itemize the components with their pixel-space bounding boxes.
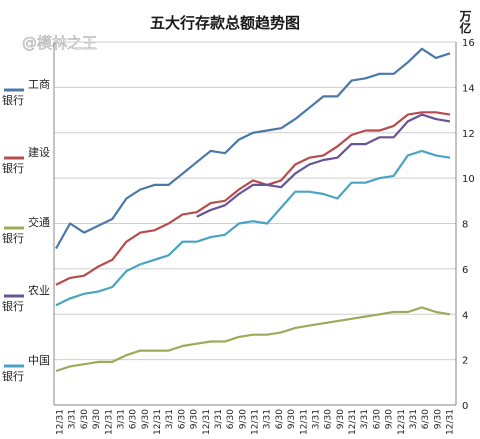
x-tick-label: 3/31: [360, 409, 370, 429]
y-tick-label: 10: [462, 174, 475, 185]
y-axis-label: 万亿: [458, 10, 472, 35]
x-tick-label: 6/30: [226, 409, 236, 429]
legend-label: 交通: [28, 215, 50, 229]
x-tick-label: 12/31: [446, 409, 456, 435]
x-tick-label: 3/31: [214, 409, 224, 429]
x-tick-label: 9/30: [141, 409, 151, 429]
x-tick-label: 9/30: [385, 409, 395, 429]
x-tick-label: 3/31: [311, 409, 321, 429]
x-tick-label: 9/30: [336, 409, 346, 429]
x-tick-label: 3/31: [165, 409, 175, 429]
x-tick-label: 6/30: [177, 409, 187, 429]
y-tick-label: 16: [462, 38, 475, 49]
x-tick-label: 3/31: [263, 409, 273, 429]
watermark: @模林之王: [22, 34, 97, 52]
grid-layer: [54, 41, 456, 406]
x-tick-label: 9/30: [287, 409, 297, 429]
x-tick-label: 9/30: [238, 409, 248, 429]
x-tick-label: 12/31: [202, 409, 212, 435]
y-tick-label: 12: [462, 129, 475, 140]
x-tick-label: 6/30: [372, 409, 382, 429]
x-tick-label: 6/30: [275, 409, 285, 429]
x-tick-label: 12/31: [348, 409, 358, 435]
series-line-2: [55, 306, 451, 373]
x-tick-label: 6/30: [324, 409, 334, 429]
legend-label: 银行: [2, 299, 24, 313]
legend-label: 银行: [2, 369, 24, 383]
y-tick-label: 0: [462, 401, 468, 412]
series-line-3: [196, 113, 451, 218]
legend-label: 农业: [28, 283, 50, 297]
y-tick-label: 8: [462, 220, 468, 231]
x-tick-label: 12/31: [397, 409, 407, 435]
y-tick-label: 2: [462, 356, 468, 367]
x-tick-label: 3/31: [409, 409, 419, 429]
x-tick-label: 12/31: [299, 409, 309, 435]
y-tick-label: 4: [462, 310, 468, 321]
legend-label: 工商: [28, 77, 50, 91]
series-line-1: [55, 111, 451, 286]
x-tick-label: 12/31: [153, 409, 163, 435]
x-tick-label: 12/31: [104, 409, 114, 435]
chart-title: 五大行存款总额趋势图: [150, 14, 300, 32]
x-tick-label: 6/30: [421, 409, 431, 429]
x-tick-label: 12/31: [56, 409, 66, 435]
x-tick-label: 6/30: [129, 409, 139, 429]
legend-label: 银行: [2, 93, 24, 107]
x-tick-label: 3/31: [116, 409, 126, 429]
series-layer: [55, 47, 451, 373]
series-line-0: [55, 47, 451, 250]
legend-label: 中国: [28, 354, 50, 367]
x-tick-label: 9/30: [433, 409, 443, 429]
x-tick-label: 9/30: [190, 409, 200, 429]
x-tick-label: 12/31: [251, 409, 261, 435]
legend-label: 银行: [2, 231, 24, 245]
x-tick-label: 3/31: [68, 409, 78, 429]
x-tick-label: 6/30: [80, 409, 90, 429]
x-tick-label: 9/30: [92, 409, 102, 429]
y-tick-label: 6: [462, 265, 468, 276]
y-tick-label: 14: [462, 83, 475, 94]
legend-label: 建设: [28, 145, 50, 159]
series-line-4: [55, 149, 451, 307]
legend-label: 银行: [2, 161, 24, 175]
